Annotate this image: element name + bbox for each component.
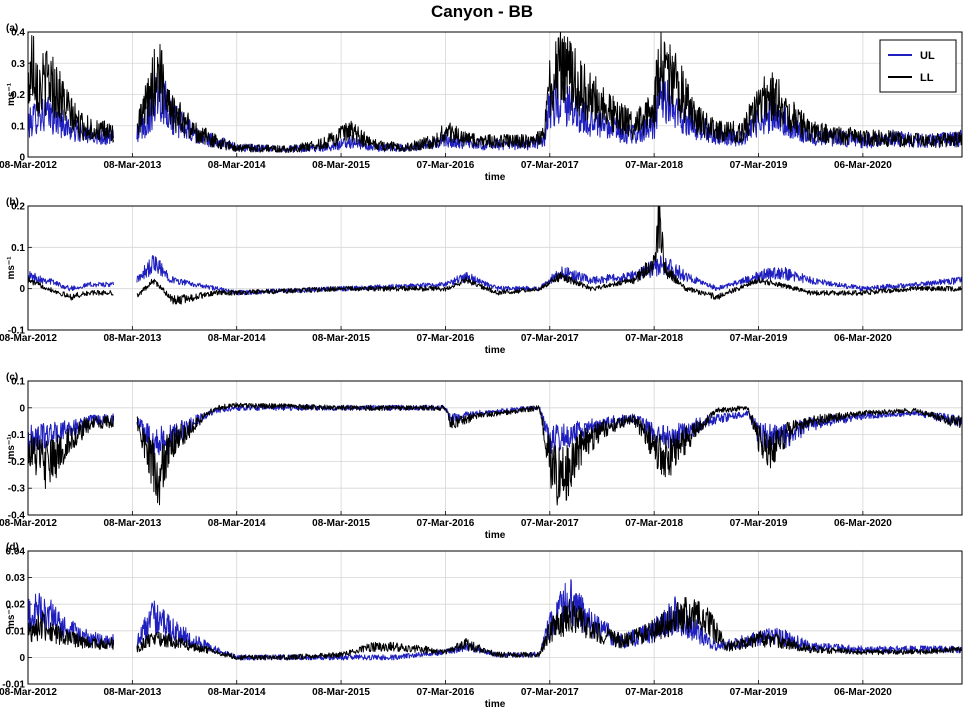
x-axis-label: time — [485, 345, 506, 356]
panel-b: -0.1 0 0.1 0.2 08-Mar-2012 08-Mar-2013 08-Mar-… — [0, 197, 963, 356]
y-axis-label: ms⁻¹ — [6, 256, 17, 280]
axes-frame — [27, 380, 963, 516]
y-tick-label: -0.3 — [8, 484, 26, 495]
y-tick-label: -0.2 — [8, 457, 26, 468]
y-tick-label: 0.1 — [11, 377, 25, 388]
series-line-ll — [28, 206, 962, 305]
y-tick-label: -0.1 — [8, 430, 26, 441]
y-tick-label: -0.01 — [2, 680, 25, 691]
x-tick-label: 07-Mar-2016 — [417, 518, 475, 529]
panel-label: (c) — [6, 372, 18, 383]
panel-a: 0 0.1 0.2 0.3 0.4 08-Mar-2012 08-Mar-2013 08-Ma… — [0, 23, 963, 183]
panel-d: -0.01 0 0.01 0.02 0.03 0.04 08-Mar-2012 08-Mar-… — [0, 542, 963, 710]
y-tick-label: 0.1 — [11, 243, 25, 254]
x-tick-label: 08-Mar-2012 — [0, 687, 57, 698]
y-tick-label: 0.2 — [11, 202, 25, 213]
panel-label: (d) — [6, 542, 19, 553]
y-axis-label: ms⁻¹ — [6, 436, 17, 460]
x-tick-label: 08-Mar-2015 — [312, 333, 370, 344]
x-tick-label: 08-Mar-2014 — [208, 687, 266, 698]
y-tick-label: -0.1 — [8, 326, 26, 337]
x-tick-label: 07-Mar-2017 — [521, 333, 579, 344]
x-tick-label: 07-Mar-2019 — [730, 687, 788, 698]
x-tick-label: 08-Mar-2014 — [208, 333, 266, 344]
legend-label-ll: LL — [920, 72, 934, 84]
series-line-ll — [28, 597, 962, 661]
y-axis-label: ms⁻¹ — [6, 82, 17, 106]
series-line-ll — [28, 402, 962, 506]
y-tick-label: 0.04 — [6, 547, 26, 558]
x-tick-label: 07-Mar-2016 — [417, 160, 475, 171]
x-tick-label: 08-Mar-2015 — [312, 687, 370, 698]
y-tick-label: 0.01 — [6, 626, 26, 637]
x-tick-label: 08-Mar-2013 — [103, 687, 161, 698]
axes-frame — [27, 205, 963, 331]
panel-label: (a) — [6, 23, 18, 34]
x-tick-label: 07-Mar-2018 — [625, 518, 683, 529]
y-tick-label: -0.4 — [8, 511, 26, 522]
y-tick-label: 0.2 — [11, 90, 25, 101]
x-tick-label: 06-Mar-2020 — [834, 518, 892, 529]
legend-label-ul: UL — [920, 50, 935, 62]
x-tick-label: 08-Mar-2013 — [103, 160, 161, 171]
panel-label: (b) — [6, 197, 19, 208]
axes-frame — [27, 31, 963, 158]
x-tick-label: 08-Mar-2014 — [208, 160, 266, 171]
x-tick-label: 08-Mar-2012 — [0, 333, 57, 344]
figure-title: Canyon - BB — [431, 2, 533, 21]
panels: 0 0.1 0.2 0.3 0.4 08-Mar-2012 08-Mar-2013 08-Ma… — [0, 23, 963, 710]
y-tick-label: 0 — [19, 153, 25, 164]
x-tick-label: 07-Mar-2019 — [730, 160, 788, 171]
x-axis-label: time — [485, 172, 506, 183]
y-tick-label: 0.4 — [11, 28, 25, 39]
x-tick-label: 07-Mar-2017 — [521, 160, 579, 171]
series-line-ul — [28, 255, 962, 296]
x-tick-label: 07-Mar-2018 — [625, 160, 683, 171]
x-tick-label: 08-Mar-2012 — [0, 160, 57, 171]
x-tick-label: 08-Mar-2015 — [312, 518, 370, 529]
x-tick-label: 07-Mar-2018 — [625, 333, 683, 344]
x-axis-label: time — [485, 699, 506, 710]
series-line-ll — [28, 32, 962, 154]
x-tick-label: 08-Mar-2013 — [103, 333, 161, 344]
x-tick-label: 08-Mar-2012 — [0, 518, 57, 529]
legend: UL LL — [879, 39, 957, 93]
x-tick-label: 07-Mar-2017 — [521, 518, 579, 529]
x-tick-label: 07-Mar-2017 — [521, 687, 579, 698]
y-tick-label: 0 — [19, 284, 25, 295]
panel-c: -0.4 -0.3 -0.2 -0.1 0 0.1 08-Mar-2012 08-Mar-20… — [0, 372, 963, 541]
x-tick-label: 07-Mar-2019 — [730, 333, 788, 344]
x-tick-label: 06-Mar-2020 — [834, 160, 892, 171]
x-tick-label: 07-Mar-2019 — [730, 518, 788, 529]
y-tick-label: 0 — [19, 403, 25, 414]
y-tick-label: 0 — [19, 653, 25, 664]
x-tick-label: 08-Mar-2013 — [103, 518, 161, 529]
y-tick-label: 0.1 — [11, 121, 25, 132]
axes-frame — [27, 550, 963, 685]
x-tick-label: 06-Mar-2020 — [834, 687, 892, 698]
x-tick-label: 07-Mar-2018 — [625, 687, 683, 698]
y-tick-label: 0.03 — [6, 573, 26, 584]
legend-box — [879, 39, 957, 93]
x-axis-label: time — [485, 530, 506, 541]
x-tick-label: 06-Mar-2020 — [834, 333, 892, 344]
y-tick-label: 0.02 — [6, 600, 26, 611]
y-axis-label: ms⁻¹ — [6, 605, 17, 629]
x-tick-label: 07-Mar-2016 — [417, 333, 475, 344]
y-tick-label: 0.3 — [11, 59, 25, 70]
x-tick-label: 08-Mar-2015 — [312, 160, 370, 171]
x-tick-label: 07-Mar-2016 — [417, 687, 475, 698]
x-tick-label: 08-Mar-2014 — [208, 518, 266, 529]
